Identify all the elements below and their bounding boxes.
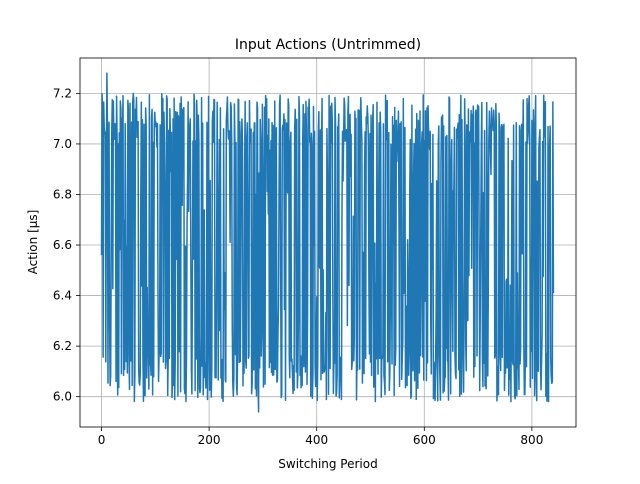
y-tick-label: 6.6 bbox=[53, 238, 72, 252]
x-axis-label: Switching Period bbox=[278, 457, 377, 471]
series-line bbox=[100, 72, 555, 413]
y-tick-label: 6.4 bbox=[53, 289, 72, 303]
y-axis-ticks: 6.0 6.2 6.4 6.6 6.8 7.0 7.2 bbox=[53, 86, 80, 404]
y-tick-label: 7.2 bbox=[53, 86, 72, 100]
x-axis-ticks: 0 200 400 600 800 bbox=[98, 427, 543, 447]
y-tick-label: 6.8 bbox=[53, 187, 72, 201]
x-tick-label: 600 bbox=[413, 433, 436, 447]
y-tick-label: 6.0 bbox=[53, 390, 72, 404]
x-tick-label: 200 bbox=[198, 433, 221, 447]
y-tick-label: 7.0 bbox=[53, 137, 72, 151]
x-tick-label: 0 bbox=[98, 433, 106, 447]
plot-area bbox=[100, 72, 555, 413]
axes-frame bbox=[79, 57, 577, 428]
y-axis-label: Action [μs] bbox=[26, 210, 40, 275]
x-tick-label: 800 bbox=[520, 433, 543, 447]
x-tick-label: 400 bbox=[305, 433, 328, 447]
chart-title: Input Actions (Untrimmed) bbox=[235, 37, 421, 53]
y-tick-label: 6.2 bbox=[53, 339, 72, 353]
